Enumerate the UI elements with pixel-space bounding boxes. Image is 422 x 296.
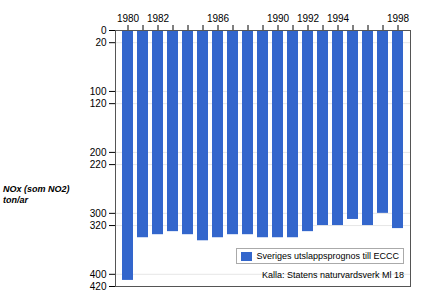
svg-text:120: 120 <box>90 98 107 109</box>
html-text:NOx (som NO2) ton/ar: NOx (som NO2) ton/ar <box>3 184 70 205</box>
svg-text:1994: 1994 <box>327 13 350 24</box>
svg-text:1980: 1980 <box>117 13 140 24</box>
html-text:Sveriges utslappsprognos till: Sveriges utslappsprognos till ECCC <box>256 251 399 261</box>
svg-text:220: 220 <box>90 159 107 170</box>
html-text:Kalla: Statens naturvardsverk: Kalla: Statens naturvardsverk Ml 18 <box>261 270 404 280</box>
svg-text:100: 100 <box>90 86 107 97</box>
svg-text:20: 20 <box>95 37 107 48</box>
svg-text:200: 200 <box>90 147 107 158</box>
svg-text:1998: 1998 <box>387 13 410 24</box>
svg-text:1990: 1990 <box>267 13 290 24</box>
svg-text:420: 420 <box>90 281 107 292</box>
svg-text:400: 400 <box>90 269 107 280</box>
svg-text:1982: 1982 <box>147 13 170 24</box>
svg-text:320: 320 <box>90 220 107 231</box>
svg-text:300: 300 <box>90 208 107 219</box>
svg-text:1992: 1992 <box>297 13 320 24</box>
svg-text:1986: 1986 <box>207 13 230 24</box>
svg-text:0: 0 <box>101 25 107 36</box>
